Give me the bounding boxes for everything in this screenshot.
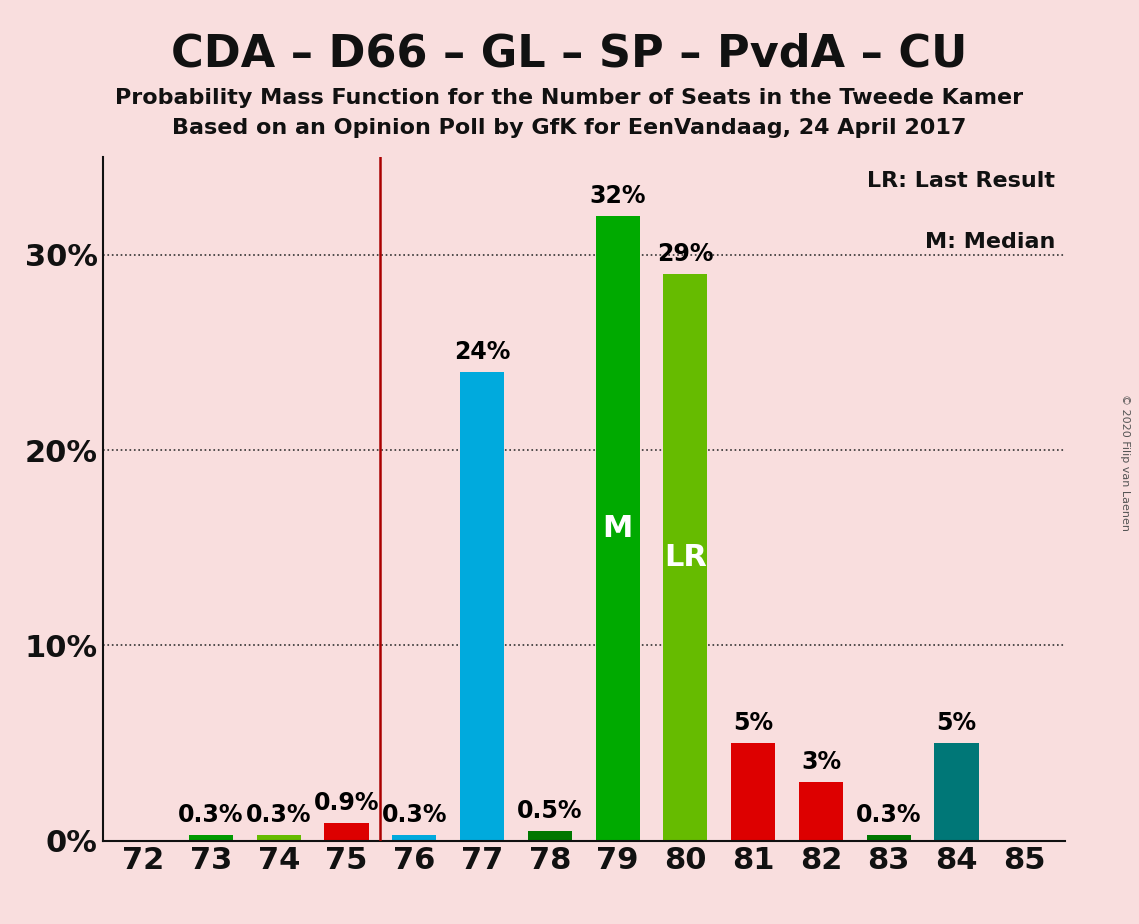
Text: M: Median: M: Median — [925, 232, 1056, 252]
Text: Based on an Opinion Poll by GfK for EenVandaag, 24 April 2017: Based on an Opinion Poll by GfK for EenV… — [172, 118, 967, 139]
Bar — [731, 743, 776, 841]
Text: LR: Last Result: LR: Last Result — [867, 171, 1056, 190]
Text: M: M — [603, 514, 633, 542]
Text: LR: LR — [664, 543, 707, 572]
Text: 29%: 29% — [657, 242, 714, 266]
Bar — [325, 823, 369, 841]
Text: 3%: 3% — [801, 750, 841, 774]
Bar — [798, 783, 843, 841]
Text: 0.9%: 0.9% — [313, 792, 379, 816]
Text: 0.3%: 0.3% — [857, 803, 921, 827]
Text: 0.3%: 0.3% — [178, 803, 244, 827]
Bar — [527, 831, 572, 841]
Text: 0.5%: 0.5% — [517, 799, 582, 823]
Text: Probability Mass Function for the Number of Seats in the Tweede Kamer: Probability Mass Function for the Number… — [115, 88, 1024, 108]
Bar — [596, 215, 640, 841]
Text: © 2020 Filip van Laenen: © 2020 Filip van Laenen — [1120, 394, 1130, 530]
Text: 5%: 5% — [936, 711, 976, 736]
Text: 5%: 5% — [734, 711, 773, 736]
Text: CDA – D66 – GL – SP – PvdA – CU: CDA – D66 – GL – SP – PvdA – CU — [171, 32, 968, 76]
Bar — [867, 835, 911, 841]
Text: 32%: 32% — [589, 184, 646, 208]
Bar — [663, 274, 707, 841]
Text: 0.3%: 0.3% — [246, 803, 311, 827]
Bar — [189, 835, 233, 841]
Bar — [256, 835, 301, 841]
Text: 24%: 24% — [453, 340, 510, 364]
Bar — [934, 743, 978, 841]
Bar — [392, 835, 436, 841]
Bar — [460, 372, 505, 841]
Text: 0.3%: 0.3% — [382, 803, 446, 827]
